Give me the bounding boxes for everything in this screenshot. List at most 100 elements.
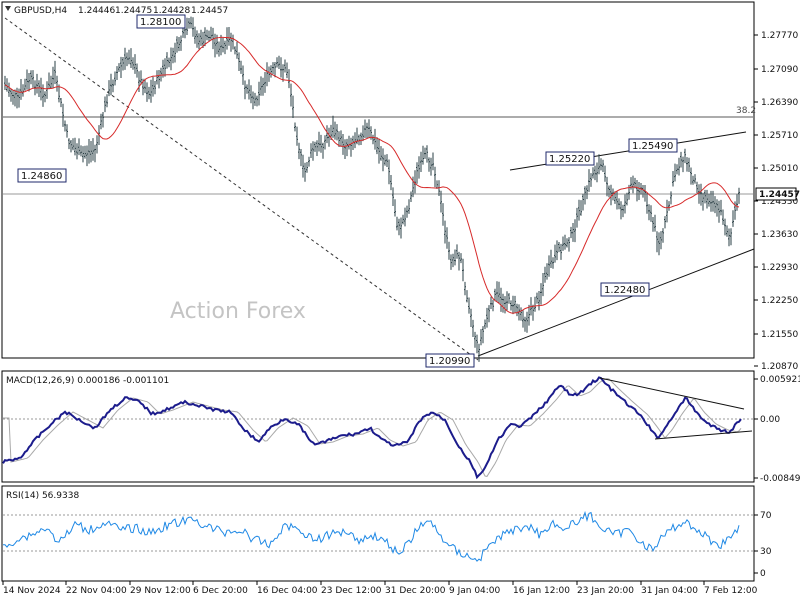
price-bar [228, 27, 230, 46]
price-bar [92, 138, 94, 161]
price-bar [116, 66, 118, 80]
price-bar [434, 166, 436, 188]
price-bar [624, 194, 626, 214]
price-bar [272, 62, 274, 75]
price-bar [192, 17, 194, 37]
descending-dashed-trendline [4, 17, 479, 361]
price-bar [234, 46, 236, 55]
price-bar [738, 187, 740, 204]
svg-text:1.24860: 1.24860 [21, 171, 62, 182]
price-bar [444, 220, 446, 244]
price-bar [720, 199, 722, 216]
price-bar [316, 140, 318, 156]
price-bar [198, 33, 200, 50]
price-bar [484, 319, 486, 330]
price-bar [102, 112, 104, 128]
price-bar [296, 126, 298, 146]
time-axis-tick: 9 Jan 04:00 [448, 581, 501, 596]
price-bar [502, 293, 504, 313]
svg-text:7 Feb 12:00: 7 Feb 12:00 [704, 586, 758, 596]
price-bar [426, 145, 428, 163]
price-bar [50, 75, 52, 89]
price-bar [264, 72, 266, 93]
price-bar [26, 69, 28, 90]
price-bar [722, 209, 724, 225]
price-bar [378, 138, 380, 164]
rsi-axis-tick: 70 [754, 511, 772, 521]
price-bar [262, 77, 264, 96]
price-bar [626, 192, 628, 206]
price-bar [244, 80, 246, 100]
price-bar [112, 79, 114, 93]
svg-text:1.27770: 1.27770 [761, 31, 798, 41]
price-bar [532, 304, 534, 321]
price-bar [578, 199, 580, 221]
svg-text:1.22480: 1.22480 [604, 285, 645, 296]
price-bar [480, 329, 482, 346]
svg-text:1.25710: 1.25710 [761, 131, 798, 141]
price-bar [646, 192, 648, 214]
header-triangle-icon [5, 6, 11, 11]
price-bar [736, 194, 738, 211]
price-axis-tick: 1.20870 [754, 362, 798, 372]
price-bar [204, 27, 206, 47]
price-bar [546, 263, 548, 280]
price-bar [718, 200, 720, 223]
price-bar [372, 134, 374, 145]
svg-text:23 Dec 12:00: 23 Dec 12:00 [321, 586, 382, 596]
price-bar [428, 157, 430, 172]
price-bar [526, 311, 528, 333]
price-bar [482, 326, 484, 344]
price-bar [490, 296, 492, 309]
price-bar [618, 198, 620, 210]
price-bar [694, 174, 696, 184]
price-bar [374, 128, 376, 150]
price-bar [290, 83, 292, 107]
price-bar [498, 281, 500, 304]
price-bar [344, 139, 346, 159]
price-bar [304, 162, 306, 182]
watermark: Action Forex [170, 299, 306, 324]
price-bar [602, 159, 604, 172]
macd-label: MACD(12,26,9) 0.000186 -0.001101 [6, 376, 169, 386]
price-bar [194, 26, 196, 44]
price-bar [590, 173, 592, 187]
svg-text:1.20990: 1.20990 [429, 356, 470, 367]
price-bar [432, 152, 434, 171]
svg-text:1.22930: 1.22930 [761, 263, 798, 273]
svg-text:70: 70 [760, 511, 772, 521]
price-bar [538, 291, 540, 311]
price-bar [248, 79, 250, 100]
price-bar [652, 217, 654, 232]
price-bar [584, 186, 586, 205]
price-axis-tick: 1.25010 [754, 164, 798, 174]
price-bar [114, 71, 116, 86]
price-bar [134, 54, 136, 74]
price-bar [582, 193, 584, 211]
callout-high: 1.28100 [136, 14, 186, 29]
price-bar [684, 148, 686, 164]
price-bar [362, 125, 364, 142]
price-bar [286, 62, 288, 79]
price-bar [292, 95, 294, 118]
price-bar [474, 331, 476, 348]
price-bar [540, 283, 542, 305]
macd-line [2, 376, 742, 480]
price-bar [726, 225, 728, 237]
time-axis-tick: 31 Jan 04:00 [640, 581, 698, 596]
svg-text:6 Dec 20:00: 6 Dec 20:00 [193, 586, 248, 596]
macd-pane-frame [1, 370, 755, 483]
time-axis-tick: 7 Feb 12:00 [703, 581, 758, 596]
price-bar [54, 60, 56, 85]
price-bar [250, 85, 252, 104]
price-bar [94, 144, 96, 163]
price-bar [714, 196, 716, 214]
price-bar [500, 287, 502, 312]
price-bar [610, 184, 612, 206]
price-bar [504, 296, 506, 314]
price-bar [544, 266, 546, 283]
header-low: 1.24428 [153, 6, 190, 16]
price-bar [416, 162, 418, 184]
price-bar [190, 16, 192, 29]
price-bar [536, 292, 538, 304]
